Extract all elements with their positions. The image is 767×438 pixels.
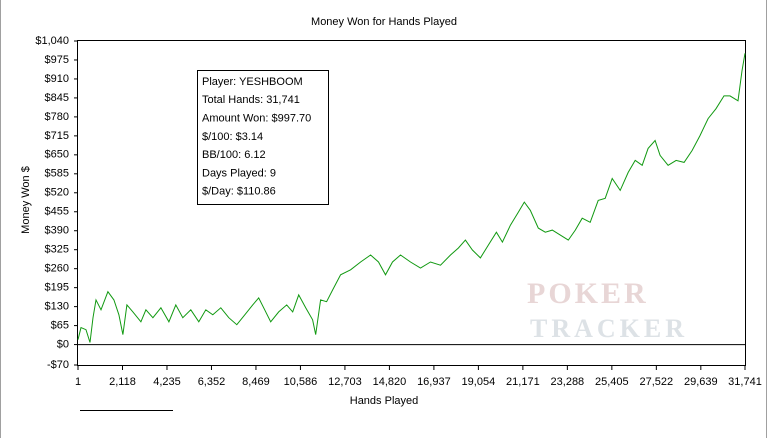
x-tick-label: 10,586	[284, 376, 318, 388]
y-tick-label: $325	[45, 244, 69, 256]
y-tick-label: $65	[51, 320, 69, 332]
x-tick-label: 4,235	[153, 376, 181, 388]
x-tick-label: 27,522	[640, 376, 674, 388]
y-tick-label: $650	[45, 149, 69, 161]
chart-title: Money Won for Hands Played	[311, 16, 457, 28]
y-tick-label: $715	[45, 130, 69, 142]
info-line: Total Hands: 31,741	[202, 94, 300, 106]
y-tick-label: $975	[45, 54, 69, 66]
y-tick-label: $0	[57, 338, 69, 350]
y-tick-label: $845	[45, 92, 69, 104]
info-line: Days Played: 9	[202, 167, 276, 179]
y-tick-label: $455	[45, 206, 69, 218]
x-tick-label: 29,639	[684, 376, 718, 388]
y-tick-label: $1,040	[35, 35, 69, 47]
x-tick-label: 31,741	[728, 376, 762, 388]
x-tick-label: 14,820	[373, 376, 407, 388]
y-tick-label: $910	[45, 73, 69, 85]
info-line: Amount Won: $997.70	[202, 113, 311, 125]
x-tick-label: 2,118	[109, 376, 136, 388]
x-tick-label: 25,405	[595, 376, 629, 388]
data-line	[77, 53, 746, 343]
x-tick-label: 6,352	[198, 376, 226, 388]
info-line: Player: YESHBOOM	[202, 76, 303, 88]
y-tick-label: -$70	[47, 359, 69, 371]
x-tick-label: 1	[75, 376, 81, 388]
info-line: $/100: $3.14	[202, 131, 263, 143]
watermark: POKER	[527, 277, 649, 310]
y-tick-label: $195	[45, 282, 69, 294]
x-tick-label: 12,703	[328, 376, 362, 388]
y-axis-label: Money Won $	[20, 166, 32, 234]
info-box-frame	[197, 70, 329, 205]
x-axis-label: Hands Played	[350, 395, 419, 407]
y-tick-label: $260	[45, 263, 69, 275]
x-tick-label: 16,937	[417, 376, 451, 388]
x-tick-label: 19,054	[462, 376, 496, 388]
x-tick-label: 23,288	[551, 376, 585, 388]
info-line: BB/100: 6.12	[202, 149, 266, 161]
info-box: Player: YESHBOOM Total Hands: 31,741 Amoun…	[197, 70, 329, 205]
watermark: TRACKER	[530, 314, 688, 343]
y-tick-label: $780	[45, 111, 69, 123]
y-tick-label: $130	[45, 301, 69, 313]
info-line: $/Day: $110.86	[202, 186, 276, 198]
x-tick-label: 21,171	[506, 376, 540, 388]
plot-frame	[77, 40, 746, 366]
y-tick-label: $520	[45, 187, 69, 199]
y-tick-label: $390	[45, 225, 69, 237]
y-tick-label: $585	[45, 168, 69, 180]
x-tick-label: 8,469	[242, 376, 270, 388]
